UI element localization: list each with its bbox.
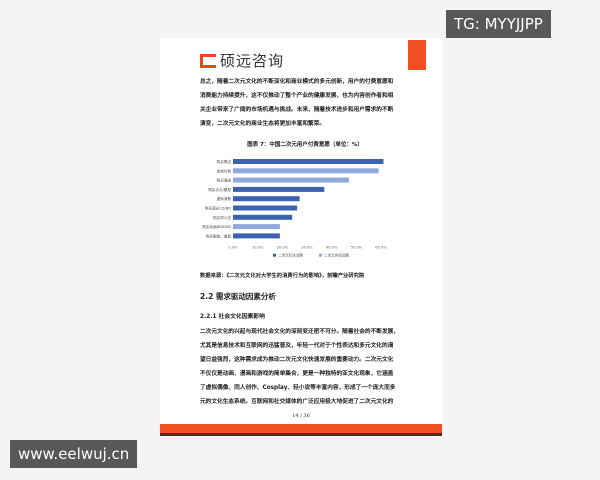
text-line: 望日益强烈，这种需求成为推动二次元文化快速发展的重要动力。二次元文化 (200, 357, 394, 363)
text-line: 关企业带来了广阔的市场机遇与挑战。未来，随着技术进步和用户需求的不断 (200, 107, 394, 113)
legend-label: 二次元衍生消费 (278, 253, 304, 258)
text-line: 演变，二次元文化的商业生态将更加丰富和繁荣。 (200, 121, 326, 127)
legend-label: 二次元内容消费 (324, 253, 350, 258)
subsection-heading: 2.2.1 社会文化因素影响 (200, 314, 265, 320)
section-heading: 2.2 需求驱动因素分析 (200, 292, 276, 301)
x-tick-label: 60.0% (375, 246, 387, 250)
text-line: 尤其是信息技术和互联网的迅猛普及，年轻一代对于个性表达和多元文化的渴 (200, 343, 394, 349)
category-label: 购买周边 (217, 159, 232, 164)
category-label: 购买蓝光CD/BD (205, 206, 231, 211)
brand-name: 硕远咨询 (220, 52, 285, 70)
x-tick-label: 50.0% (351, 246, 363, 250)
category-label: 购买手办/模型 (208, 187, 231, 192)
bar (233, 177, 349, 183)
bar (233, 186, 325, 192)
body-paragraph: 二次元文化的兴起与现代社会文化的深刻变迁密不可分。随着社会的不断发展， 尤其是信… (200, 325, 425, 409)
legend-swatch (319, 253, 322, 257)
text-line: 元的文化生态系统。互联网和社交媒体的广泛应用极大地促进了二次元文化的 (200, 399, 394, 405)
decorative-orange-block (408, 40, 426, 70)
bar (233, 233, 280, 239)
x-tick-label: 30.0% (301, 246, 313, 250)
document-page (160, 38, 442, 428)
bar (233, 196, 300, 202)
brand-logo: 硕远咨询 (200, 50, 284, 71)
category-label: 购买动画BD/DVD (202, 224, 231, 229)
bar (233, 205, 298, 211)
legend-swatch (273, 253, 276, 257)
bar (233, 214, 293, 220)
data-source: 数据来源：《二次元文化对大学生的消费行为的影响》，前瞻产业研究院 (200, 273, 365, 279)
watermark-bottom: www.eelwuj.cn (10, 440, 138, 468)
text-line: 了虚拟偶像、同人创作、Cosplay、轻小说等丰富内容，形成了一个庞大而多 (200, 385, 396, 391)
text-line: 不仅仅是动画、漫画和游戏的简单集合，更是一种独特的亚文化现象，它涵盖 (200, 371, 394, 377)
x-tick-label: 0.0% (228, 246, 238, 250)
bar (233, 168, 379, 174)
text-line: 二次元文化的兴起与现代社会文化的深刻变迁密不可分。随着社会的不断发展， (200, 329, 400, 335)
bar (233, 159, 384, 164)
chart-title: 图表 7：中国二次元用户付费意愿（单位：%） (247, 142, 363, 148)
x-tick-label: 40.0% (326, 246, 338, 250)
text-line: 消费能力持续提升，这不仅推动了整个产业的健康发展，也为内容创作者和相 (200, 93, 394, 99)
x-tick-label: 20.0% (277, 246, 289, 250)
category-label: 购买漫画 (217, 178, 232, 183)
x-tick-label: 10.0% (252, 246, 264, 250)
category-label: 游戏付费 (217, 168, 232, 173)
category-label: 虚拟消费 (217, 196, 232, 201)
category-label: 购买同人志 (213, 215, 231, 220)
page-number: 14 / 36 (292, 413, 310, 419)
footer-bar (160, 424, 442, 436)
logo-icon (200, 53, 216, 68)
bar (233, 224, 280, 230)
category-label: 购买服装、道具 (206, 233, 232, 238)
intro-paragraph: 总之，随着二次元文化的不断深化和商业模式的多元创新，用户的付费意愿和 消费能力持… (200, 75, 425, 131)
watermark-top: TG: MYYJJPP (446, 10, 551, 38)
text-line: 总之，随着二次元文化的不断深化和商业模式的多元创新，用户的付费意愿和 (200, 79, 394, 85)
